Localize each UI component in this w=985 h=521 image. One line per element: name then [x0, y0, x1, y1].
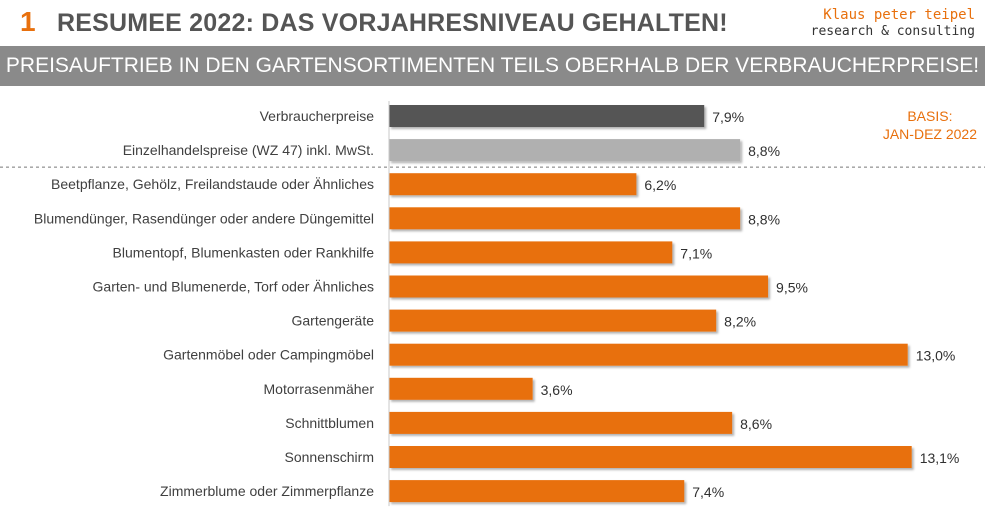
- category-label: Beetpflanze, Gehölz, Freilandstaude oder…: [51, 176, 374, 192]
- subtitle: PREISAUFTRIEB IN DEN GARTENSORTIMENTEN T…: [5, 54, 980, 77]
- value-label: 3,6%: [541, 382, 573, 398]
- bar: [389, 207, 741, 230]
- category-label: Zimmerblume oder Zimmerpflanze: [160, 483, 374, 499]
- value-label: 7,4%: [692, 484, 724, 500]
- value-label: 7,1%: [680, 245, 712, 261]
- category-label: Blumendünger, Rasendünger oder andere Dü…: [34, 210, 374, 226]
- category-label: Schnittblumen: [285, 415, 374, 431]
- category-label: Motorrasenmäher: [264, 381, 375, 397]
- value-label: 8,8%: [748, 211, 780, 227]
- bar: [389, 173, 637, 196]
- slide-number: 1: [20, 6, 36, 37]
- basis-period: JAN-DEZ 2022: [882, 126, 977, 142]
- bar: [389, 480, 685, 503]
- bar: [389, 343, 908, 366]
- category-label: Gartenmöbel oder Campingmöbel: [163, 347, 374, 363]
- value-label: 9,5%: [776, 280, 808, 296]
- brand-name: Klaus peter teipel: [823, 7, 975, 23]
- header: 1 RESUMEE 2022: DAS VORJAHRESNIVEAU GEHA…: [0, 0, 985, 46]
- category-label: Gartengeräte: [292, 313, 375, 329]
- bar: [389, 377, 533, 400]
- basis-note: BASIS: JAN-DEZ 2022: [883, 107, 977, 143]
- bar: [389, 309, 717, 332]
- value-label: 6,2%: [644, 177, 676, 193]
- value-label: 8,2%: [724, 314, 756, 330]
- bar: [389, 411, 733, 434]
- category-label: Garten- und Blumenerde, Torf oder Ähnlic…: [93, 279, 374, 295]
- value-label: 13,1%: [920, 450, 960, 466]
- bar: [389, 139, 741, 162]
- category-label: Blumentopf, Blumenkasten oder Rankhilfe: [113, 244, 375, 260]
- category-label: Verbraucherpreise: [260, 108, 375, 124]
- value-label: 13,0%: [916, 348, 956, 364]
- page-title: RESUMEE 2022: DAS VORJAHRESNIVEAU GEHALT…: [57, 9, 728, 37]
- bar: [389, 105, 705, 127]
- category-label: Einzelhandelspreise (WZ 47) inkl. MwSt.: [123, 142, 374, 158]
- value-label: 7,9%: [712, 109, 744, 125]
- value-label: 8,6%: [740, 416, 772, 432]
- bar: [389, 275, 769, 298]
- brand-subtitle: research & consulting: [810, 24, 975, 39]
- value-label: 8,8%: [748, 143, 780, 159]
- bar: [389, 446, 912, 468]
- basis-label: BASIS:: [907, 108, 953, 124]
- subtitle-bar: PREISAUFTRIEB IN DEN GARTENSORTIMENTEN T…: [0, 46, 985, 86]
- category-label: Sonnenschirm: [285, 449, 375, 465]
- bar: [389, 241, 673, 264]
- brand-logo: Klaus peter teipel research & consulting: [811, 7, 975, 40]
